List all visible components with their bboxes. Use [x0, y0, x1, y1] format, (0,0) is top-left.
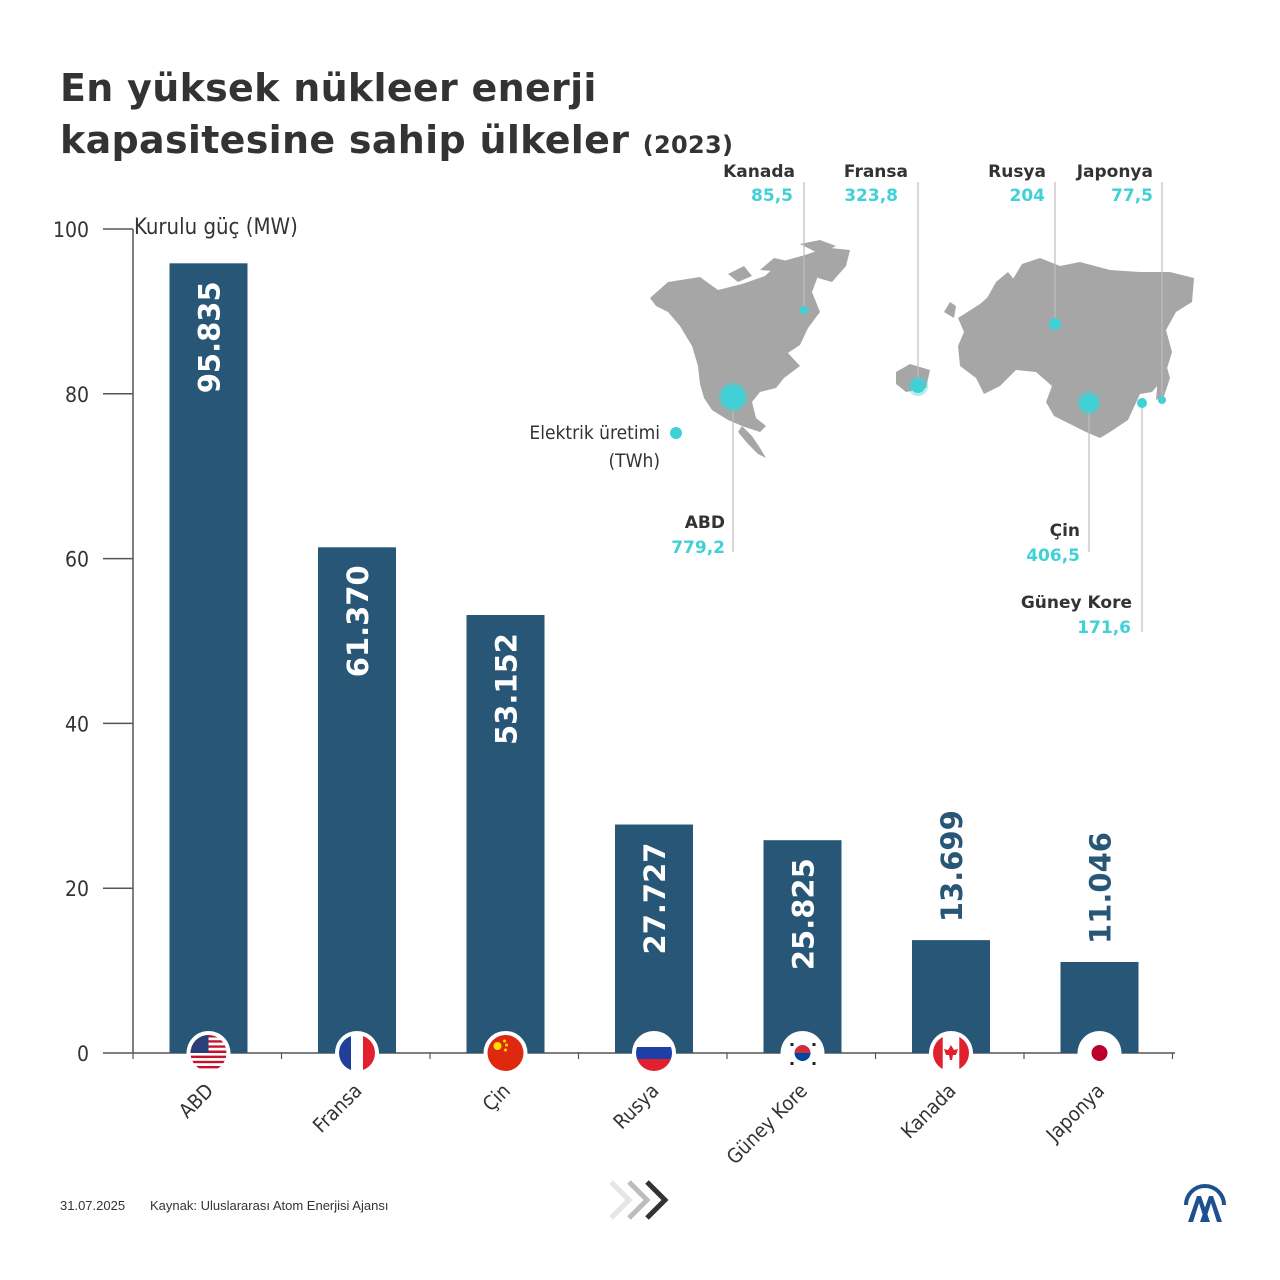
- footer-date: 31.07.2025: [60, 1198, 126, 1213]
- x-tick-label: Kanada: [896, 1079, 961, 1144]
- title-year: (2023): [642, 131, 734, 159]
- bar: [466, 615, 545, 1053]
- bar-value-label: 95.835: [193, 281, 227, 393]
- bubble-cin: [1080, 394, 1098, 412]
- bubble-guney-kore: [1137, 398, 1147, 408]
- bar-value-label: 27.727: [638, 843, 672, 955]
- north-america-landmass: [650, 248, 846, 432]
- y-tick-label: 0: [77, 1042, 89, 1066]
- y-tick-label: 40: [65, 712, 89, 736]
- bubble-abd: [721, 385, 745, 409]
- callout-value-cin: 406,5: [1026, 546, 1080, 566]
- triple-chevron-right-icon: [609, 1180, 669, 1220]
- central-america: [738, 426, 766, 458]
- aa-logo-icon: [1184, 1184, 1226, 1222]
- callout-value-rusya: 204: [1010, 186, 1046, 206]
- x-tick-label: ABD: [174, 1079, 218, 1123]
- bar: [763, 840, 842, 1053]
- x-tick-label: Çin: [478, 1079, 515, 1116]
- bar-value-label: 13.699: [935, 810, 969, 922]
- china-flag-icon: [483, 1031, 528, 1075]
- callout-value-guney-kore: 171,6: [1077, 618, 1131, 638]
- x-tick-label: Fransa: [308, 1079, 367, 1138]
- map-legend-label: Elektrik üretimi (TWh): [529, 422, 660, 472]
- callout-name-fransa: Fransa: [844, 162, 908, 182]
- callout-name-abd: ABD: [685, 513, 725, 533]
- canada-flag-icon: [929, 1031, 973, 1075]
- bar: [318, 547, 396, 1053]
- bubble-kanada: [800, 306, 808, 314]
- world-map: Kanada 85,5 Fransa 323,8 Rusya 204 Japon…: [529, 162, 1194, 638]
- uk-islands: [944, 302, 956, 318]
- y-tick-label: 80: [65, 383, 89, 407]
- arctic-islands: [728, 240, 836, 282]
- france-flag-icon: [335, 1031, 379, 1075]
- bubble-rusya: [1049, 318, 1061, 330]
- callout-name-rusya: Rusya: [988, 162, 1046, 182]
- bar: [615, 824, 693, 1053]
- eurasia-landmass: [958, 258, 1194, 438]
- y-tick-label: 20: [65, 877, 89, 901]
- bubble-japonya: [1158, 396, 1166, 404]
- callout-name-guney-kore: Güney Kore: [1021, 593, 1132, 613]
- y-tick-label: 60: [65, 548, 89, 572]
- us-flag-icon: [186, 1031, 231, 1075]
- x-tick-label: Güney Kore: [722, 1079, 813, 1170]
- bar: [169, 263, 248, 1054]
- chart-title: En yüksek nükleer enerji kapasitesine sa…: [60, 62, 880, 171]
- callout-value-kanada: 85,5: [751, 186, 793, 206]
- bar-value-label: 25.825: [787, 858, 821, 970]
- legend-dot: [670, 427, 682, 439]
- y-axis-label: Kurulu güç (MW): [134, 215, 298, 240]
- callout-value-abd: 779,2: [671, 538, 725, 558]
- callout-value-japonya: 77,5: [1111, 186, 1153, 206]
- bar-value-label: 61.370: [341, 565, 375, 677]
- title-main: En yüksek nükleer enerji kapasitesine sa…: [60, 66, 630, 162]
- south-korea-flag-icon: [780, 1031, 825, 1075]
- callout-name-kanada: Kanada: [723, 162, 795, 182]
- bar-value-label: 11.046: [1084, 832, 1118, 944]
- callout-name-japonya: Japonya: [1076, 162, 1153, 182]
- callout-value-fransa: 323,8: [844, 186, 898, 206]
- bar-value-label: 53.152: [490, 633, 524, 745]
- footer-source: Kaynak: Uluslararası Atom Enerjisi Ajans…: [150, 1198, 389, 1213]
- japan-flag-icon: [1077, 1031, 1122, 1075]
- x-axis-labels: ABD Fransa Çin Rusya Güney Kore Kanada Japonya: [174, 1079, 1109, 1170]
- y-tick-label: 100: [53, 218, 89, 242]
- x-tick-label: Rusya: [608, 1079, 663, 1134]
- x-tick-label: Japonya: [1041, 1079, 1109, 1147]
- scandinavia: [986, 272, 1016, 306]
- callout-name-cin: Çin: [1050, 521, 1080, 541]
- bars: 95.835 61.370 53.152 27.727 25.825 13.699 11.0…: [169, 263, 1139, 1054]
- bubble-fransa: [911, 379, 925, 393]
- russia-flag-icon: [632, 1031, 676, 1075]
- flags: [186, 1031, 1122, 1075]
- japan: [1156, 364, 1170, 400]
- y-axis: 0 20 40 60 80 100: [53, 218, 1175, 1066]
- greenland: [812, 248, 850, 282]
